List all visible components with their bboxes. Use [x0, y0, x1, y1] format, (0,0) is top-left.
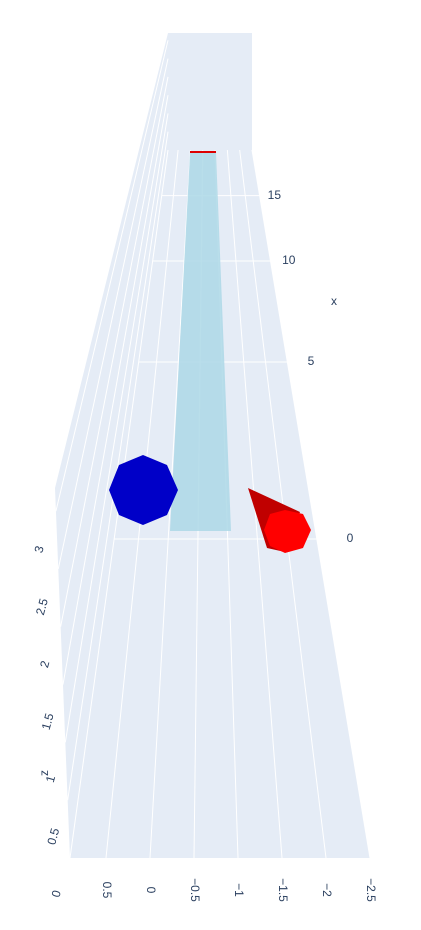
z-tick-label: 1.5: [39, 711, 57, 731]
z-grid-line: [60, 76, 169, 627]
y-tick-label: −1.5: [276, 878, 290, 902]
y-tick-label: −2.5: [364, 878, 378, 902]
cone-base: [264, 510, 311, 553]
z-grid-line: [67, 131, 169, 801]
x-tick-label: 15: [268, 188, 282, 202]
y-tick-label: 0.5: [100, 882, 114, 899]
tick-labels: 0 5 10 15 0.5 0 −0.5 −1 −1.5 −2 −2.5 0 0.5 1 1.5 2 2.5 3: [31, 188, 377, 902]
z-tick-label: 0.5: [44, 826, 62, 846]
x-axis-title: x: [331, 294, 337, 308]
z-axis-title: z: [37, 770, 51, 776]
x-tick-label: 0: [347, 531, 354, 545]
z-grid-line: [55, 40, 169, 512]
side-wall: [55, 33, 168, 858]
back-wall: [168, 33, 252, 150]
z-grid-line: [57, 58, 169, 570]
y-tick-label: −1: [232, 883, 246, 897]
z-tick-label: 3: [31, 544, 46, 554]
z-tick-label: 0: [49, 888, 64, 898]
z-tick-label: 2.5: [33, 597, 51, 617]
z-grid-line: [62, 95, 169, 685]
x-tick-label: 10: [282, 253, 296, 267]
surface: [170, 153, 231, 531]
x-tick-label: 5: [308, 354, 315, 368]
y-tick-label: −0.5: [188, 878, 202, 902]
z-tick-label: 2: [37, 659, 52, 669]
y-tick-label: 0: [144, 887, 158, 894]
z-tick-label: 1: [43, 774, 58, 784]
y-grid-line: [251, 149, 371, 859]
y-grid-line: [239, 149, 327, 859]
y-tick-label: −2: [320, 883, 334, 897]
z-grid-line: [64, 113, 169, 743]
blue-disc: [109, 455, 178, 525]
